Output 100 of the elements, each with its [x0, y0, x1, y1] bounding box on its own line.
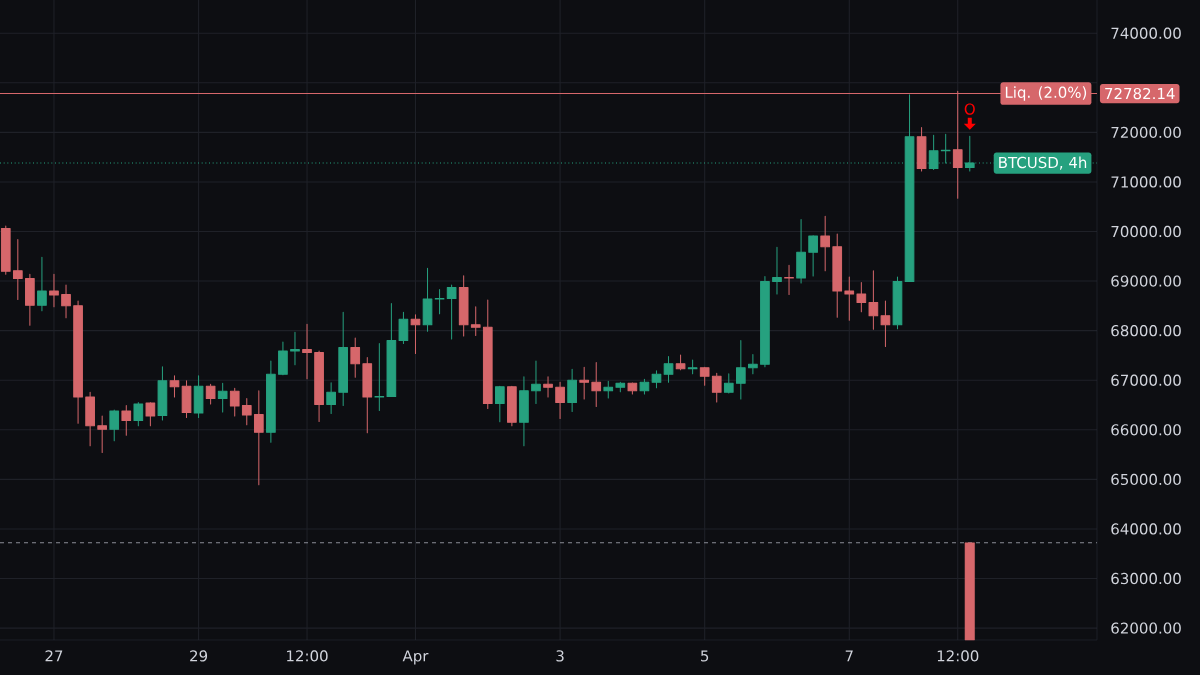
candlestick: [748, 353, 758, 375]
candlestick: [868, 270, 879, 330]
candlestick: [338, 311, 349, 407]
candlestick: [205, 383, 216, 405]
candlestick: [494, 385, 505, 423]
candlestick: [97, 415, 108, 454]
x-tick-label: 12:00: [937, 650, 979, 662]
candlestick: [181, 380, 192, 418]
candlestick: [350, 337, 361, 378]
candlestick: [470, 306, 481, 337]
candlestick: [145, 402, 156, 427]
candlestick: [217, 382, 228, 413]
candlestick: [519, 376, 529, 447]
candlestick: [253, 390, 264, 486]
y-tick-label: 66000.00: [1111, 424, 1181, 436]
y-tick-label: 70000.00: [1111, 225, 1181, 238]
candlestick: [772, 246, 782, 295]
candlestick: [784, 264, 794, 295]
candlestick: [687, 359, 698, 375]
candlestick: [410, 314, 421, 354]
candlestick: [567, 368, 577, 412]
candlestick: [49, 273, 59, 308]
candlestick: [302, 323, 312, 380]
candlestick: [711, 372, 722, 403]
candlestick: [627, 382, 638, 395]
x-tick-label: 7: [845, 650, 853, 662]
candlestick: [121, 405, 132, 436]
candlestick: [555, 381, 565, 419]
candlestick: [760, 276, 770, 368]
candlestick: [109, 409, 120, 442]
candlestick: [820, 215, 831, 272]
candlestick: [241, 398, 252, 426]
y-tick-label: 68000.00: [1111, 324, 1181, 337]
candlestick: [73, 300, 83, 424]
candlestick: [434, 289, 445, 315]
text: 72782.14: [1105, 87, 1175, 100]
candlestick: [169, 375, 180, 398]
y-tick-label: 63000.00: [1111, 572, 1181, 585]
y-tick-label: 62000.00: [1111, 622, 1181, 634]
candlestick: [25, 273, 35, 326]
candlestick: [892, 276, 903, 330]
candlestick: [193, 375, 204, 418]
candlestick: [856, 282, 867, 313]
candlestick: [458, 275, 469, 337]
candlestick: [543, 376, 553, 398]
candlestick: [603, 380, 614, 399]
y-tick-label: 72000.00: [1111, 126, 1181, 139]
candlestick: [446, 284, 457, 340]
candlestick: [675, 354, 686, 371]
candlestick: [37, 256, 47, 312]
candlestick: [663, 355, 674, 383]
candlestick: [85, 391, 95, 447]
x-tick-label: 3: [556, 650, 564, 662]
candlestick: [482, 299, 493, 409]
candlestick: [579, 366, 590, 400]
candlestick: [832, 233, 843, 318]
candlestick: [61, 284, 71, 319]
x-tick-label: 12:00: [287, 650, 328, 662]
candlestick: [699, 366, 710, 386]
ref-line-label: Liq. (2.0%): [1005, 86, 1087, 101]
candlestick: [157, 366, 168, 421]
candlestick: [880, 300, 891, 348]
candlestick: [844, 276, 855, 321]
candlestick: [0, 225, 11, 275]
x-tick-label: 29: [190, 650, 208, 662]
candlestick: [326, 382, 336, 414]
candlestick: [615, 381, 626, 393]
candlestick: [314, 350, 324, 422]
candlestick: [386, 302, 397, 398]
candlestick: [290, 331, 300, 366]
candlestick: [591, 361, 602, 408]
x-tick-label: 5: [701, 650, 709, 662]
candlestick: [229, 387, 240, 417]
candlestick: [940, 133, 951, 164]
ref-line-label: BTCUSD, 4h: [999, 156, 1087, 170]
y-tick-label: 67000.00: [1111, 374, 1181, 386]
candlestick: [639, 378, 650, 395]
candlestick: [796, 219, 806, 284]
candlestick: [531, 360, 541, 405]
x-tick-label: 27: [45, 650, 63, 662]
y-tick-label: 64000.00: [1111, 523, 1181, 535]
candlestick: [808, 234, 818, 277]
candlestick: [374, 343, 385, 411]
candlestick: [362, 356, 373, 434]
candlestick: [266, 360, 276, 443]
y-tick-label: 74000.00: [1111, 27, 1181, 39]
candlestick: [278, 341, 288, 376]
candlestick: [723, 373, 734, 394]
candlestick: [735, 340, 746, 400]
annotation: O: [964, 103, 975, 115]
candlestick: [916, 126, 927, 172]
candlestick: [133, 402, 144, 427]
candlestick: [422, 267, 433, 332]
candlestick: [651, 370, 662, 389]
y-tick-label: 69000.00: [1111, 275, 1181, 287]
y-tick-label: 71000.00: [1111, 176, 1181, 188]
candlestick: [398, 311, 409, 345]
candlestick: [507, 385, 517, 427]
x-tick-label: Apr: [402, 650, 429, 665]
candlestick: [12, 238, 23, 300]
